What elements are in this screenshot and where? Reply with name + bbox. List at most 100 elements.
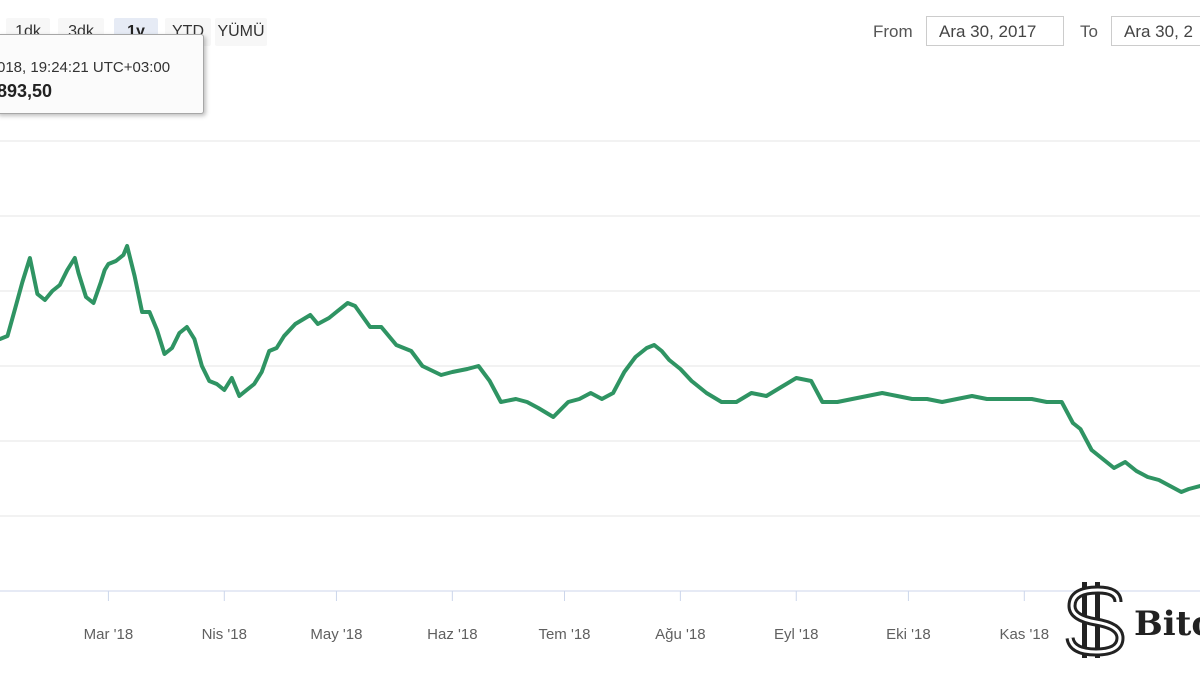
data-point-84 [820,400,824,404]
price-series-line[interactable] [0,244,1200,494]
data-point-78 [734,400,738,404]
data-point-66 [600,397,604,401]
x-axis-ticks: Mar '18 Nis '18 May '18 Haz '18 Tem '18 Ağu '… [84,591,1049,643]
data-point-18 [121,253,125,257]
data-point-56 [477,364,480,368]
data-point-51 [409,349,413,353]
data-point-111 [1179,490,1183,494]
data-point-86 [850,397,854,401]
data-point-103 [1090,448,1094,452]
data-point-73 [667,358,671,362]
data-point-41 [293,322,297,326]
data-point-88 [880,391,884,395]
watermark-logo: Bitc [1062,580,1200,660]
chart-tooltip: 018, 19:24:21 UTC+03:00 893,50 [0,34,204,114]
data-point-60 [525,400,529,404]
data-point-91 [925,397,929,401]
data-point-44 [327,316,331,320]
x-tick-label-1: Nis '18 [202,626,247,643]
data-point-4 [28,256,32,260]
data-point-59 [514,397,518,401]
range-button-all[interactable]: YÜMÜ [215,18,267,46]
data-point-80 [764,394,768,398]
data-point-112 [1187,487,1191,491]
data-point-100 [1060,400,1064,404]
data-point-42 [308,313,312,317]
price-series-points [0,244,1200,494]
data-point-5 [35,292,39,296]
data-point-12 [84,295,88,299]
data-point-1 [6,334,9,338]
data-point-3 [20,280,24,284]
data-point-57 [488,379,492,383]
data-point-2 [13,307,17,311]
data-point-34 [237,394,241,398]
data-point-9 [65,268,69,272]
data-point-55 [465,367,469,371]
data-point-27 [185,325,189,329]
to-date-input[interactable]: Ara 30, 2 [1111,16,1200,46]
data-point-89 [895,394,899,398]
data-point-61 [536,406,540,410]
data-point-77 [720,400,723,404]
data-point-15 [103,268,107,272]
data-point-70 [645,346,649,350]
data-point-21 [140,310,144,314]
data-point-49 [379,325,383,329]
data-point-92 [940,400,944,404]
data-point-37 [260,370,264,374]
data-point-22 [148,310,151,314]
x-tick-label-8: Kas '18 [1000,626,1050,643]
data-point-79 [749,391,753,395]
data-point-11 [77,271,80,275]
data-point-109 [1157,478,1161,482]
x-tick-label-5: Ağu '18 [655,626,705,643]
data-point-53 [439,373,443,377]
data-point-101 [1071,421,1075,425]
data-point-97 [1015,397,1019,401]
data-point-54 [450,370,454,374]
data-point-39 [275,346,279,350]
data-point-72 [660,349,664,353]
data-point-104 [1101,457,1105,461]
from-date-input[interactable]: Ara 30, 2017 [926,16,1064,46]
data-point-107 [1134,469,1138,473]
data-point-32 [222,388,226,392]
data-point-83 [809,379,813,383]
x-tick-label-2: May '18 [310,626,362,643]
x-tick-label-4: Tem '18 [538,626,590,643]
data-point-74 [678,367,682,371]
data-point-65 [589,391,593,395]
data-point-76 [705,391,708,395]
data-point-93 [955,397,959,401]
from-label: From [873,22,913,41]
data-point-105 [1112,466,1116,470]
watermark-text: Bitc [1134,604,1200,644]
data-point-48 [368,325,372,329]
data-point-58 [499,400,503,404]
data-point-106 [1123,460,1127,464]
tooltip-value: 893,50 [0,81,53,101]
data-point-68 [622,370,626,374]
data-point-81 [779,385,783,389]
data-point-24 [163,352,166,356]
to-label: To [1080,22,1098,41]
data-point-50 [394,343,398,347]
data-point-62 [551,415,555,419]
data-point-102 [1078,427,1082,431]
bitcoin-s-icon [1065,582,1125,658]
data-point-82 [794,376,798,380]
data-point-110 [1168,484,1172,488]
data-point-75 [690,379,694,383]
data-point-0 [0,337,2,341]
data-point-13 [92,301,95,305]
data-point-7 [50,289,54,293]
data-point-99 [1045,400,1049,404]
tooltip-date: 018, 19:24:21 UTC+03:00 [0,59,171,76]
x-tick-label-6: Eyl '18 [774,626,819,643]
data-point-29 [200,364,204,368]
data-point-52 [420,364,424,368]
data-point-14 [99,280,103,284]
data-point-43 [316,322,320,326]
